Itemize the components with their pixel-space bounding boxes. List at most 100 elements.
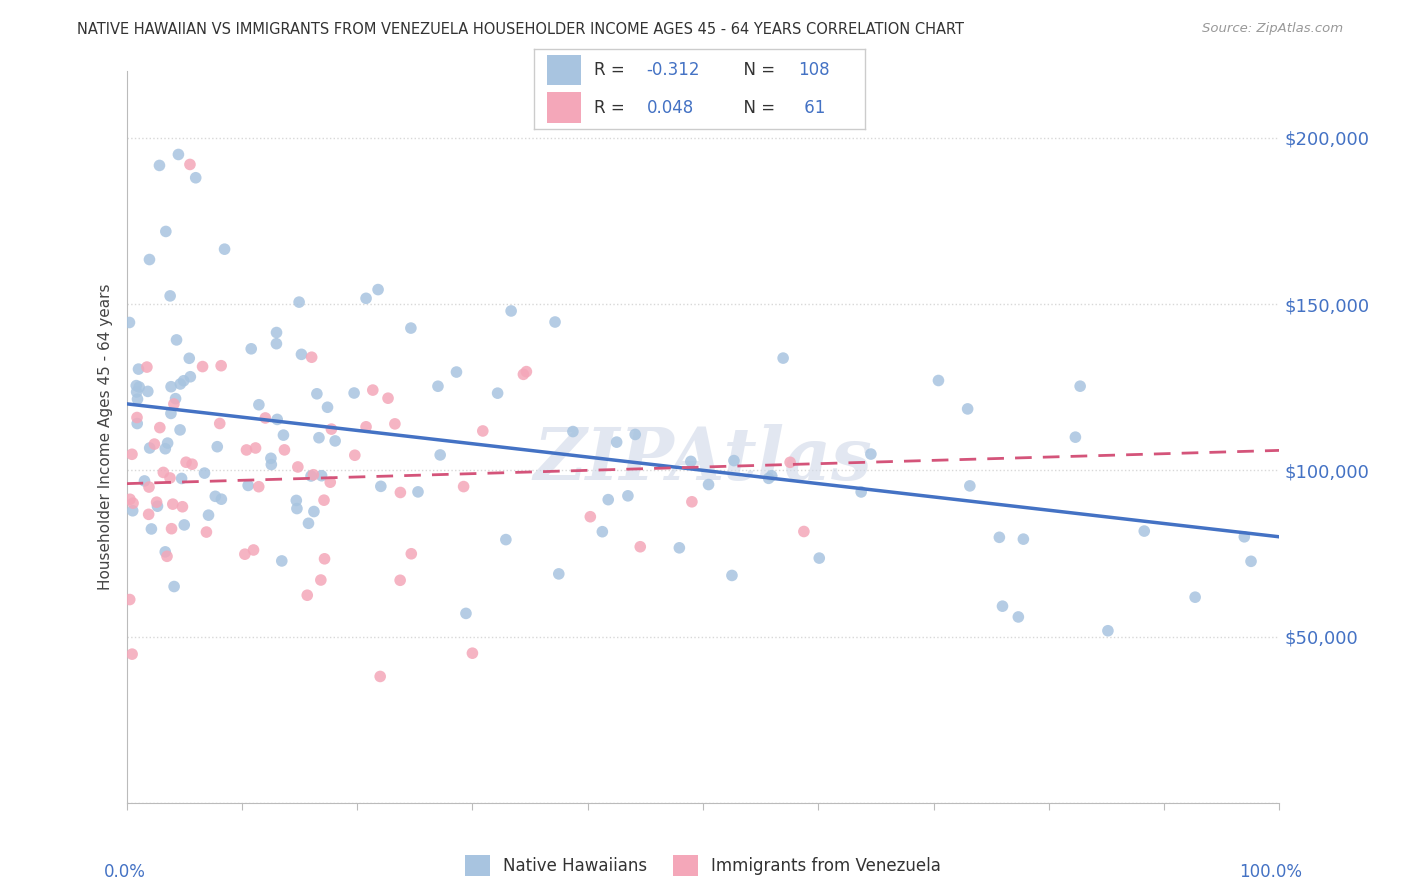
Point	[305, 386, 328, 401]
Point	[141, 522, 163, 536]
Point	[214, 242, 236, 256]
Point	[302, 467, 325, 482]
Point	[321, 422, 343, 436]
Point	[471, 424, 494, 438]
Point	[197, 508, 219, 523]
Point	[668, 541, 690, 555]
Point	[173, 374, 195, 388]
Text: 108: 108	[799, 61, 830, 78]
Point	[377, 391, 399, 405]
Point	[401, 547, 423, 561]
Point	[723, 453, 745, 467]
Point	[165, 392, 187, 406]
Point	[758, 471, 780, 485]
Point	[406, 484, 429, 499]
Point	[624, 427, 647, 442]
Point	[235, 442, 257, 457]
Point	[143, 437, 166, 451]
Point	[207, 440, 229, 454]
Point	[125, 384, 148, 399]
Point	[125, 378, 148, 392]
Point	[160, 406, 183, 420]
Point	[127, 417, 149, 431]
Point	[547, 566, 569, 581]
Point	[367, 283, 389, 297]
Point	[956, 401, 979, 416]
Point	[118, 492, 141, 507]
Point	[761, 468, 783, 483]
Point	[628, 540, 651, 554]
Point	[160, 380, 183, 394]
Point	[316, 401, 339, 415]
Point	[138, 252, 160, 267]
Y-axis label: Householder Income Ages 45 - 64 years: Householder Income Ages 45 - 64 years	[98, 284, 114, 591]
Point	[697, 477, 720, 491]
Point	[1069, 379, 1091, 393]
Point	[156, 549, 179, 564]
Point	[486, 386, 509, 401]
Text: R =: R =	[593, 99, 630, 117]
Point	[301, 350, 323, 364]
Point	[121, 647, 143, 661]
Point	[209, 359, 232, 373]
Point	[169, 423, 191, 437]
Point	[159, 471, 181, 485]
Point	[1133, 524, 1156, 538]
Point	[288, 295, 311, 310]
Point	[254, 411, 277, 425]
Point	[314, 551, 336, 566]
Point	[579, 509, 602, 524]
Point	[236, 478, 259, 492]
Point	[148, 158, 170, 172]
Point	[163, 397, 186, 411]
Point	[122, 496, 145, 510]
Point	[266, 326, 288, 340]
Point	[606, 435, 628, 450]
Text: NATIVE HAWAIIAN VS IMMIGRANTS FROM VENEZUELA HOUSEHOLDER INCOME AGES 45 - 64 YEA: NATIVE HAWAIIAN VS IMMIGRANTS FROM VENEZ…	[77, 22, 965, 37]
Point	[134, 474, 156, 488]
Point	[454, 607, 477, 621]
Point	[170, 471, 193, 485]
Point	[1064, 430, 1087, 444]
Point	[772, 351, 794, 365]
Point	[561, 425, 583, 439]
Point	[808, 551, 831, 566]
Point	[160, 522, 183, 536]
Point	[155, 545, 177, 559]
Point	[779, 455, 801, 469]
Point	[312, 493, 335, 508]
Point	[266, 336, 288, 351]
Point	[299, 469, 322, 483]
Text: 61: 61	[799, 99, 825, 117]
Text: ZIPAtlas: ZIPAtlas	[534, 424, 872, 494]
Point	[988, 530, 1011, 544]
Point	[208, 417, 231, 431]
Point	[135, 360, 157, 375]
Point	[354, 419, 377, 434]
Point	[389, 485, 412, 500]
Point	[179, 369, 201, 384]
Point	[247, 480, 270, 494]
Legend: Native Hawaiians, Immigrants from Venezuela: Native Hawaiians, Immigrants from Venezu…	[458, 848, 948, 882]
Point	[544, 315, 567, 329]
Point	[681, 495, 703, 509]
Point	[361, 383, 384, 397]
Point	[991, 599, 1014, 614]
Bar	[547, 54, 581, 86]
Text: 0.0%: 0.0%	[104, 863, 145, 880]
Point	[389, 574, 412, 588]
Point	[384, 417, 406, 431]
Point	[138, 441, 160, 455]
Point	[512, 368, 534, 382]
Point	[145, 495, 167, 509]
Point	[1097, 624, 1119, 638]
Point	[297, 588, 319, 602]
Point	[159, 289, 181, 303]
Text: Source: ZipAtlas.com: Source: ZipAtlas.com	[1202, 22, 1343, 36]
Point	[302, 504, 325, 518]
Point	[1012, 532, 1035, 546]
Point	[191, 359, 214, 374]
Text: N =: N =	[733, 61, 780, 78]
Point	[152, 466, 174, 480]
Point	[204, 489, 226, 503]
